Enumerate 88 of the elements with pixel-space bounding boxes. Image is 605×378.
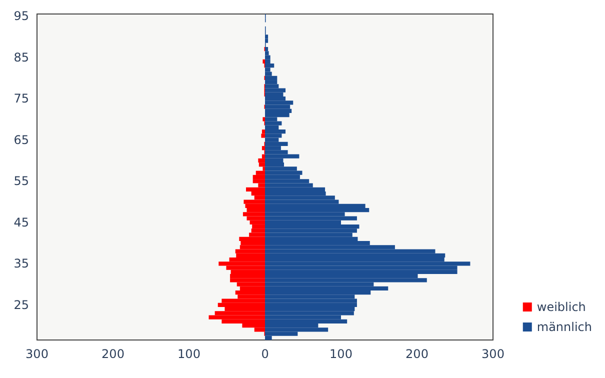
bar (265, 319, 348, 324)
bar (265, 55, 270, 60)
bar (265, 80, 278, 84)
bar (265, 113, 290, 118)
bar (265, 216, 357, 220)
x-tick-label: 300 (482, 347, 504, 361)
bar (265, 121, 282, 126)
bar (242, 212, 265, 216)
bar (235, 290, 265, 295)
bar (265, 100, 294, 105)
bar (265, 286, 388, 290)
legend-label: männlich (536, 320, 592, 334)
bar (230, 278, 265, 282)
bar (239, 236, 265, 241)
bar (262, 146, 265, 150)
bar (265, 47, 268, 52)
bar (265, 130, 286, 134)
bar (265, 92, 284, 97)
bar (265, 302, 357, 307)
bar (265, 298, 357, 303)
bar (265, 179, 310, 184)
bar (245, 204, 265, 208)
bar (265, 278, 427, 282)
bar (265, 88, 286, 92)
y-tick-label: 65 (14, 132, 29, 147)
bar (230, 274, 265, 278)
y-tick-label: 45 (14, 215, 29, 230)
bar (265, 262, 470, 266)
x-tick-label: 100 (330, 347, 352, 361)
bar (240, 245, 265, 250)
y-tick-label: 85 (14, 50, 29, 64)
bar (265, 270, 458, 274)
bar (250, 220, 265, 224)
bar (265, 142, 288, 146)
y-tick-label: 55 (14, 174, 29, 188)
bar (246, 216, 265, 220)
bar (258, 162, 265, 167)
bar (258, 158, 265, 163)
bar (252, 179, 265, 184)
bar (265, 204, 366, 208)
bar (265, 59, 270, 64)
bar (235, 249, 265, 254)
bar (240, 240, 265, 246)
bar (265, 170, 302, 175)
bar (246, 208, 265, 212)
bar (265, 224, 360, 229)
bar (262, 154, 265, 158)
bar (265, 253, 446, 258)
bar (265, 104, 290, 109)
x-tick-label: 200 (406, 347, 428, 361)
y-tick-label: 35 (14, 256, 29, 271)
legend-label: weiblich (536, 300, 586, 314)
x-tick-label: 100 (178, 347, 200, 361)
bar (261, 134, 265, 138)
bar (265, 154, 300, 158)
bar (265, 34, 268, 39)
bar (222, 298, 265, 303)
bar (265, 68, 270, 72)
y-tick-label: 25 (14, 298, 29, 312)
bar (265, 76, 278, 80)
x-tick-label: 0 (261, 347, 269, 361)
y-tick-label: 75 (14, 92, 29, 106)
bar (252, 224, 265, 229)
bar (265, 64, 274, 68)
bar (265, 306, 355, 312)
bar (251, 228, 265, 233)
bar (208, 315, 265, 320)
bar (265, 196, 335, 200)
bar (265, 208, 370, 212)
bar (256, 170, 265, 175)
x-tick-label: 200 (102, 347, 124, 361)
bar (265, 311, 354, 316)
bar (218, 262, 265, 266)
bar (262, 130, 265, 134)
x-tick-label: 300 (26, 347, 48, 361)
bar (265, 187, 326, 192)
bar (218, 302, 265, 307)
bar (265, 51, 269, 56)
bar (265, 228, 357, 233)
y-tick-label: 95 (14, 9, 29, 24)
bar (244, 200, 265, 204)
bar (265, 108, 292, 114)
bar (265, 328, 328, 332)
bar (265, 134, 282, 138)
bar (246, 187, 265, 192)
bar (265, 38, 268, 43)
bar (252, 174, 265, 180)
bar (240, 286, 265, 290)
